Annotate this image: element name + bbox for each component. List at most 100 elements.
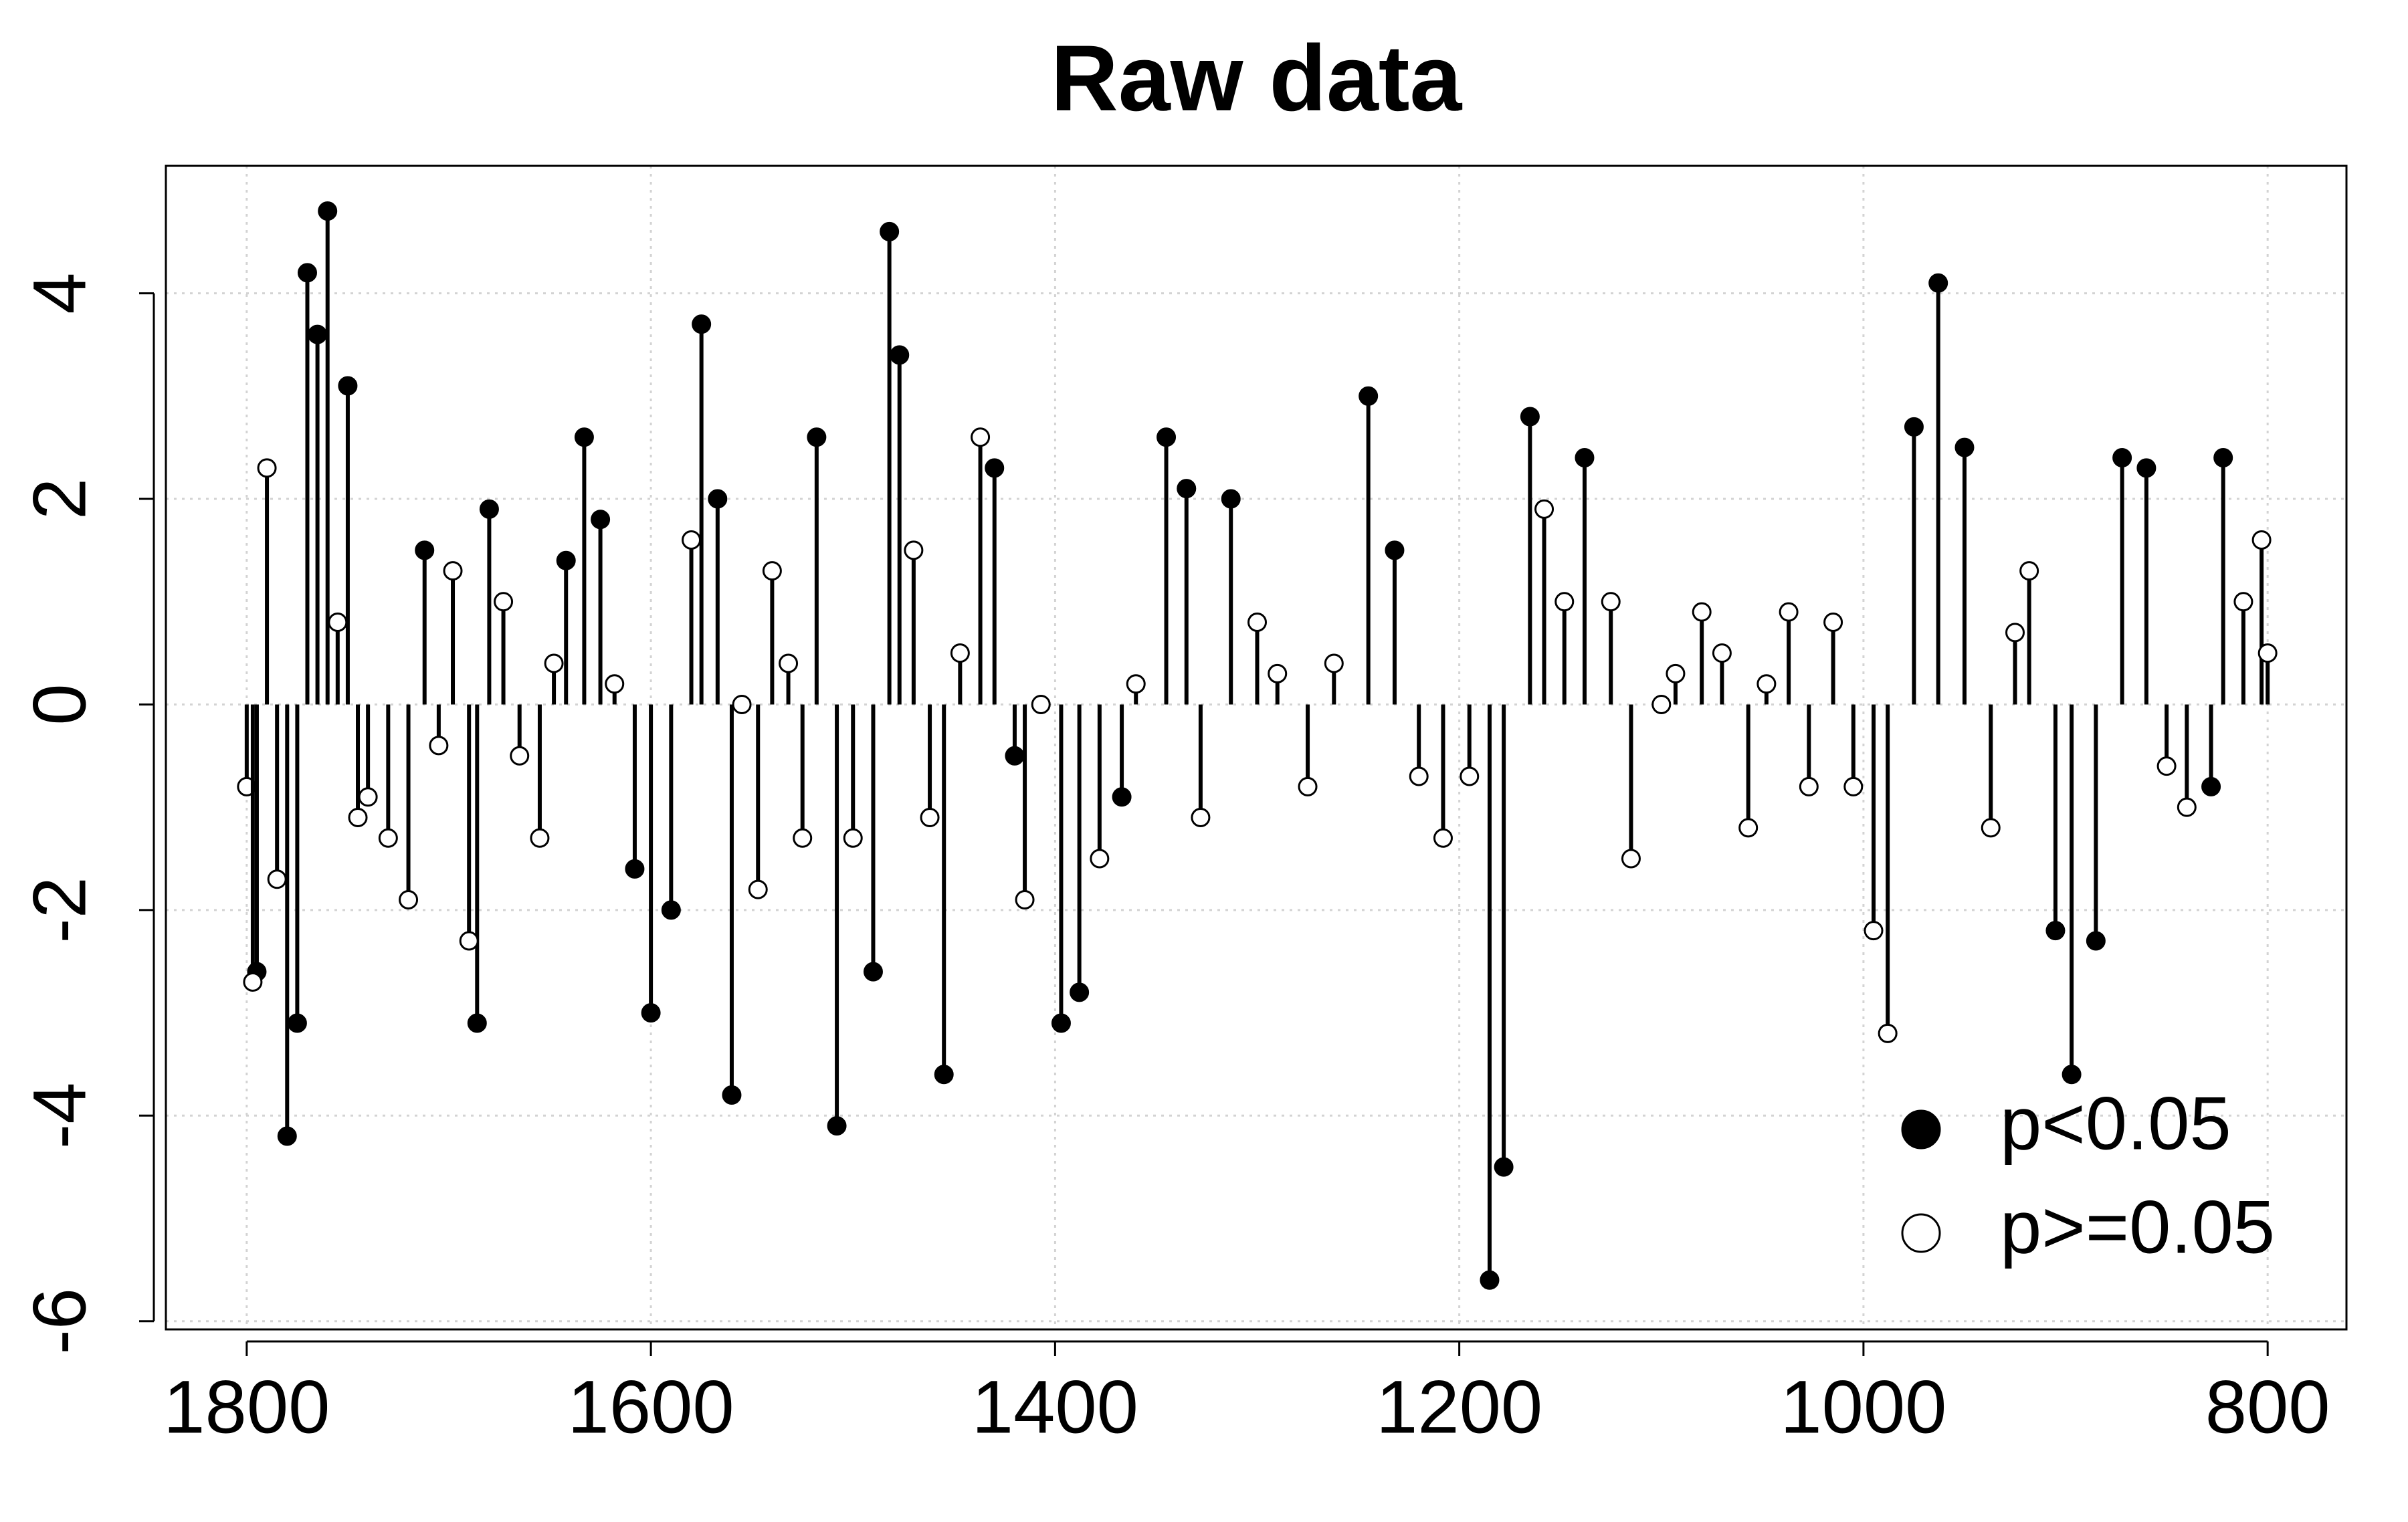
point: [494, 592, 514, 612]
point: [2156, 756, 2177, 776]
point: [1904, 417, 1924, 437]
point: [748, 879, 768, 899]
legend-marker: [1901, 1109, 1941, 1150]
point: [399, 889, 419, 909]
y-tick-label: -4: [18, 1082, 102, 1149]
point: [574, 427, 594, 447]
point: [1757, 674, 1777, 694]
point: [1005, 746, 1025, 766]
point: [1090, 849, 1110, 869]
point: [1520, 407, 1540, 427]
point: [1298, 776, 1318, 796]
point: [530, 828, 550, 848]
point: [1268, 663, 1288, 683]
point: [605, 674, 625, 694]
point: [556, 550, 576, 570]
point: [1823, 612, 1843, 632]
point: [2233, 592, 2253, 612]
point: [1601, 592, 1621, 612]
point: [1712, 643, 1732, 663]
x-tick-label: 1200: [1376, 1366, 1542, 1449]
point: [661, 900, 681, 920]
point: [338, 376, 358, 396]
legend: p<0.05 p>=0.05: [1901, 1082, 2275, 1269]
grid: [166, 166, 2346, 1329]
point: [1015, 889, 1035, 909]
point: [1494, 1157, 1514, 1177]
point: [415, 540, 435, 560]
point: [2258, 643, 2278, 663]
point: [1575, 448, 1595, 468]
point: [1981, 818, 2001, 838]
y-tick-label: -6: [18, 1288, 102, 1355]
point: [243, 972, 263, 992]
point: [544, 653, 564, 673]
point: [732, 694, 752, 714]
point: [779, 653, 799, 673]
point: [2005, 623, 2025, 643]
point: [692, 314, 712, 334]
point: [950, 643, 970, 663]
point: [904, 540, 924, 560]
x-tick-label: 800: [2205, 1366, 2330, 1449]
chart-title: Raw data: [1051, 25, 1463, 130]
point: [479, 499, 499, 519]
y-tick-label: -2: [18, 877, 102, 944]
point: [1051, 1013, 1071, 1033]
point: [1409, 766, 1429, 786]
point: [1070, 982, 1090, 1002]
point: [1385, 540, 1405, 560]
point: [722, 1085, 742, 1105]
point: [971, 427, 991, 447]
point: [297, 263, 317, 283]
point: [1779, 602, 1799, 622]
x-tick-label: 1800: [163, 1366, 330, 1449]
point: [1247, 612, 1268, 632]
point: [1621, 849, 1641, 869]
point: [1126, 674, 1146, 694]
y-tick-label: 0: [18, 683, 102, 725]
point: [257, 458, 277, 478]
point: [625, 859, 645, 879]
point: [443, 561, 463, 581]
point: [807, 427, 827, 447]
point: [2086, 931, 2106, 951]
point: [920, 808, 940, 828]
point: [1864, 921, 1884, 941]
x-tick-label: 1400: [972, 1366, 1138, 1449]
point: [459, 931, 479, 951]
point: [2177, 797, 2197, 817]
point: [1324, 653, 1344, 673]
point: [1221, 489, 1241, 509]
point: [641, 1003, 661, 1023]
point: [682, 530, 702, 550]
point: [2136, 458, 2156, 478]
point: [1878, 1023, 1898, 1043]
point: [1112, 787, 1132, 807]
point: [762, 561, 782, 581]
legend-marker: [1901, 1213, 1941, 1253]
point: [1031, 694, 1051, 714]
point: [1738, 818, 1759, 838]
y-tick-label: 4: [18, 272, 102, 314]
point: [1554, 592, 1575, 612]
point: [1433, 828, 1453, 848]
point: [1843, 776, 1864, 796]
point: [827, 1116, 847, 1136]
point: [2019, 561, 2039, 581]
point: [843, 828, 863, 848]
point: [863, 962, 883, 982]
point: [348, 808, 368, 828]
point: [1191, 808, 1211, 828]
point: [378, 828, 398, 848]
point: [880, 221, 900, 241]
point: [1177, 479, 1197, 499]
point: [1954, 437, 1975, 457]
x-tick-label: 1600: [568, 1366, 734, 1449]
point: [985, 458, 1005, 478]
point: [2045, 921, 2066, 941]
point: [1534, 499, 1554, 519]
point: [2213, 448, 2233, 468]
legend-label: p>=0.05: [2000, 1186, 2275, 1269]
point: [708, 489, 728, 509]
